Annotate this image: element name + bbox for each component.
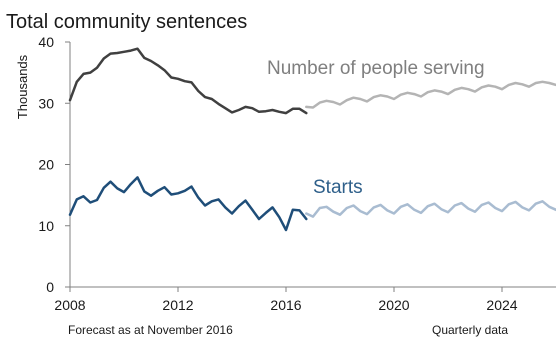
axes: 0 10 20 30 40 2008 2012 2016 2020 2024: [38, 34, 556, 313]
chart-title: Total community sentences: [6, 11, 247, 33]
series-labels: Number of people serving Starts: [267, 58, 485, 198]
series-line-2-actual: [68, 176, 308, 232]
y-axis-label: Thousands: [15, 54, 30, 119]
series-lines: [68, 47, 556, 232]
y-tick-label: 40: [38, 34, 54, 50]
footnote-forecast-date: Forecast as at November 2016: [68, 323, 233, 337]
y-tick-label: 30: [38, 95, 54, 111]
y-tick-label: 0: [46, 279, 54, 295]
x-tick-label: 2016: [270, 297, 301, 313]
y-tick-label: 10: [38, 218, 54, 234]
series-line-3-forecast: [305, 200, 556, 218]
series-line-0-actual: [68, 47, 308, 115]
y-tick-label: 20: [38, 157, 54, 173]
x-tick-label: 2020: [378, 297, 409, 313]
x-tick-label: 2012: [162, 297, 193, 313]
x-tick-label: 2008: [54, 297, 85, 313]
footnote-data-frequency: Quarterly data: [432, 323, 508, 337]
series-label-2: Starts: [313, 177, 363, 198]
series-line-1-forecast: [305, 80, 556, 109]
series-label-0: Number of people serving: [267, 58, 485, 79]
x-tick-label: 2024: [486, 297, 517, 313]
